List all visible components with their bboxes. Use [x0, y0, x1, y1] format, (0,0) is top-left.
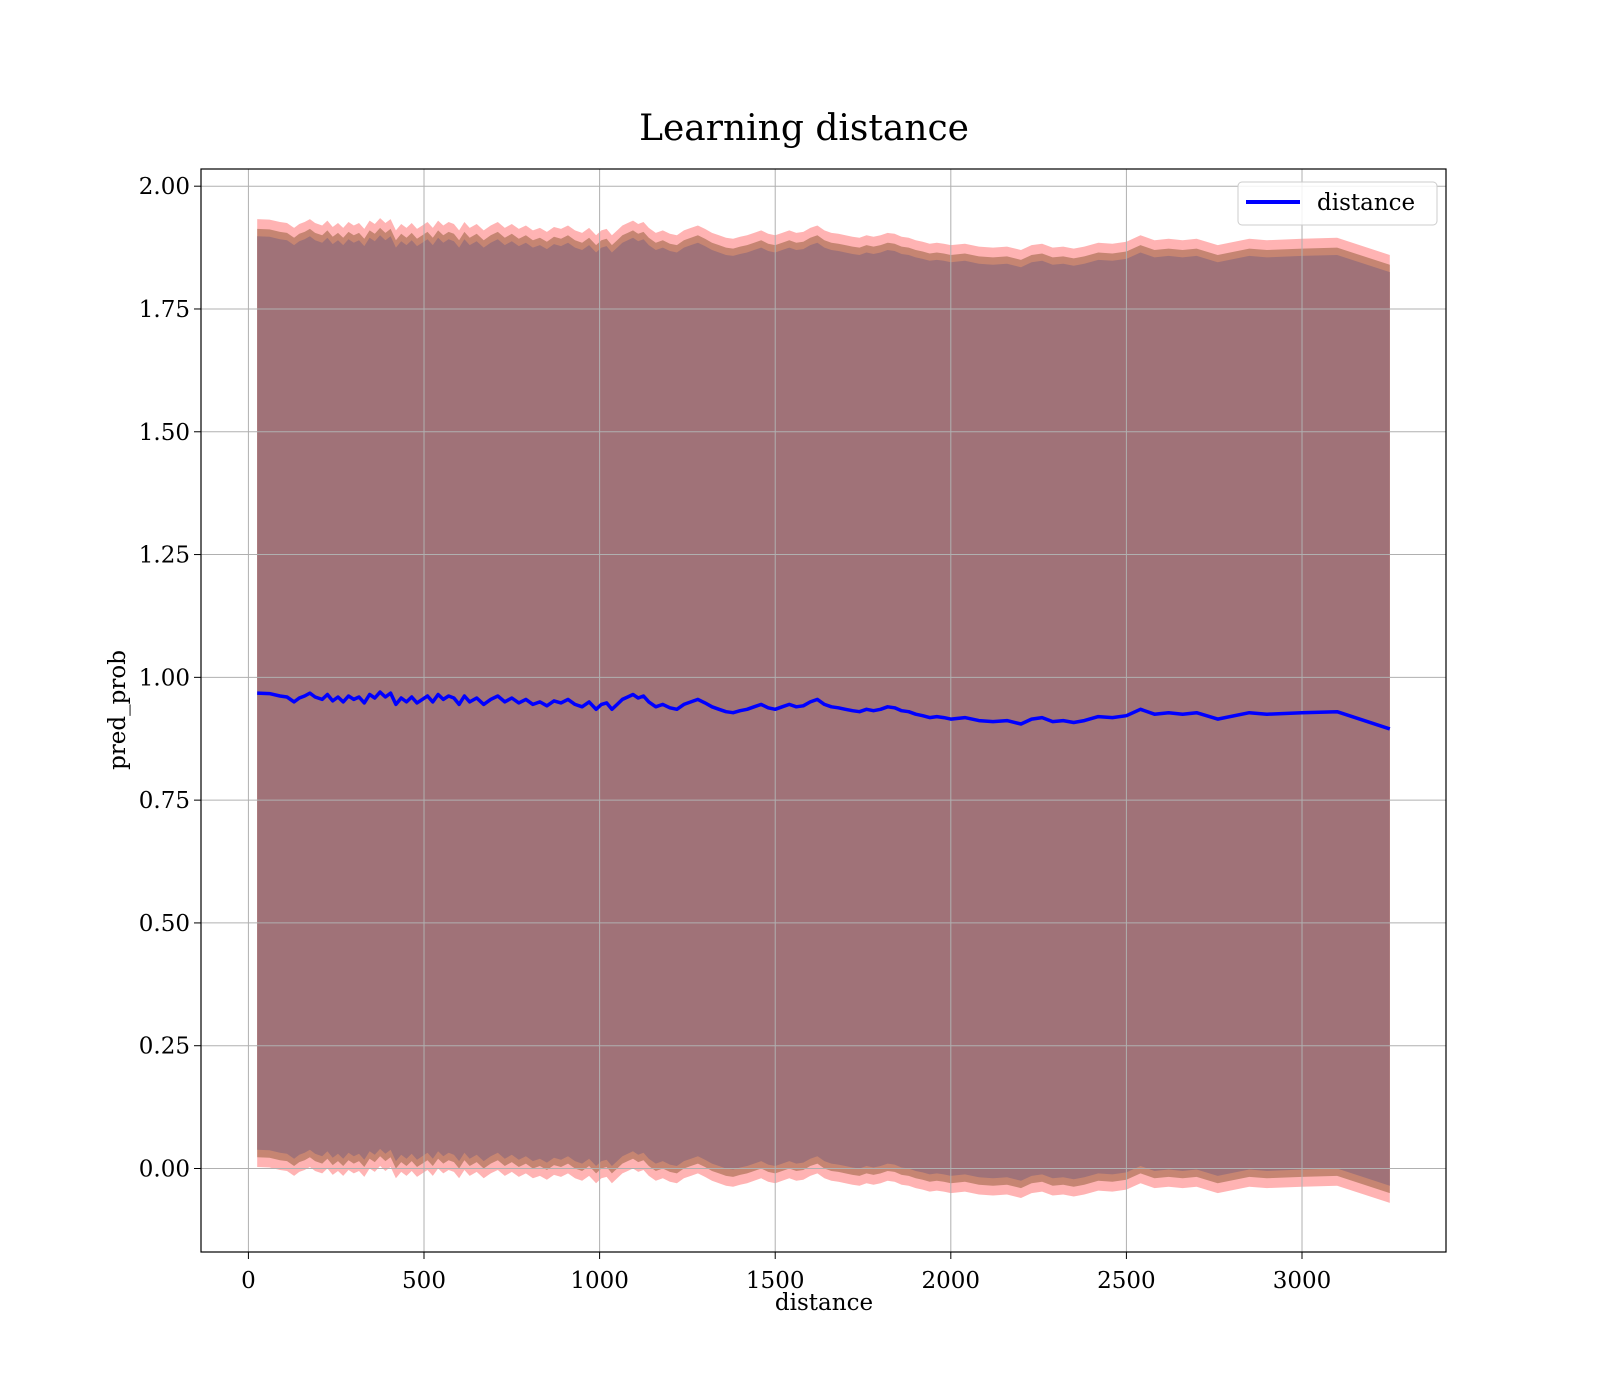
y-tick-label: 2.00: [139, 174, 190, 200]
y-axis: 0.00 0.25 0.50 0.75 1.00 1.25 1.50 1.75 2.00: [139, 174, 201, 1183]
x-tick-label: 1500: [746, 1268, 805, 1294]
legend-box: [1237, 181, 1438, 226]
plot-frame: [200, 168, 1447, 1253]
chart-title: Learning distance: [639, 108, 969, 149]
x-axis-label: distance: [775, 1290, 873, 1316]
legend-label-distance: distance: [1317, 190, 1415, 216]
y-tick-label: 0.75: [139, 788, 190, 814]
x-tick-label: 3000: [1273, 1268, 1332, 1294]
y-tick-label: 1.75: [139, 297, 190, 323]
y-tick-label: 1.50: [139, 420, 190, 446]
x-tick-label: 1000: [570, 1268, 629, 1294]
x-tick-label: 500: [402, 1268, 446, 1294]
series-line-distance: [257, 690, 1391, 731]
y-tick-label: 0.00: [139, 1157, 190, 1183]
y-tick-label: 1.00: [139, 665, 190, 691]
y-axis-label: pred_prob: [105, 650, 131, 770]
y-tick-label: 0.50: [139, 911, 190, 937]
x-tick-label: 0: [241, 1268, 256, 1294]
grid: [201, 169, 1446, 1252]
series-layer: [257, 690, 1391, 731]
x-tick-label: 2500: [1097, 1268, 1156, 1294]
plot-area: [200, 168, 1447, 1253]
x-tick-label: 2000: [922, 1268, 981, 1294]
legend: distance: [1237, 181, 1438, 226]
x-axis: 0 500 1000 1500 2000 2500 3000: [241, 1252, 1331, 1294]
y-tick-label: 1.25: [139, 543, 190, 569]
band-inner: [257, 235, 1390, 1186]
y-tick-label: 0.25: [139, 1034, 190, 1060]
confidence-bands: [257, 218, 1390, 1203]
